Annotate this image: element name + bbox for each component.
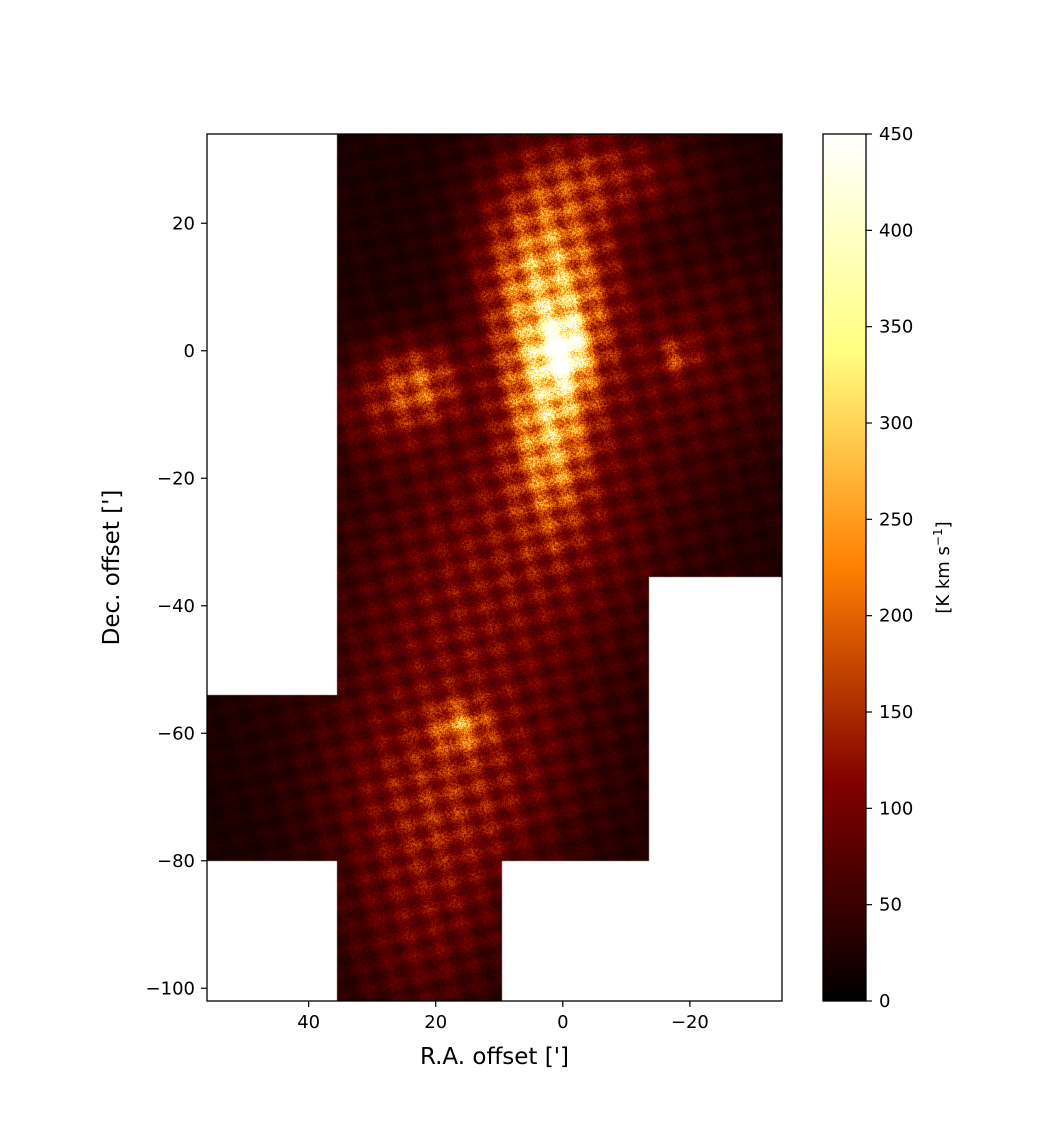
y-axis-ticks: 20 0 −20 −40 −60 −80 −100 — [146, 213, 207, 999]
colorbar: 0 50 100 150 200 250 300 350 400 450 [K km s−1] — [822, 124, 954, 1012]
colorbar-tick-label: 200 — [879, 606, 913, 627]
colorbar-label-sup: −1 — [931, 528, 945, 546]
colorbar-tick-label: 250 — [879, 509, 913, 530]
colorbar-tick-label: 150 — [879, 702, 913, 723]
y-axis-label: Dec. offset ['] — [99, 490, 125, 646]
colorbar-tick-label: 400 — [879, 220, 913, 241]
y-tick-label: −100 — [146, 978, 195, 999]
x-axis-ticks: 40 20 0 −20 — [297, 1001, 709, 1033]
colorbar-label-main: [K km s — [933, 546, 954, 614]
colorbar-tick-label: 50 — [879, 895, 902, 916]
x-tick-label: 40 — [297, 1012, 320, 1033]
intensity-map — [207, 134, 782, 1001]
colorbar-gradient — [822, 133, 867, 1002]
colorbar-tick-label: 450 — [879, 124, 913, 145]
map-panel — [206, 133, 783, 1002]
x-tick-label: 0 — [557, 1012, 568, 1033]
plot-frame — [206, 133, 783, 1002]
colorbar-tick-label: 0 — [879, 991, 890, 1012]
colorbar-label-end: ] — [933, 521, 954, 528]
colorbar-ticks: 0 50 100 150 200 250 300 350 400 450 — [866, 124, 913, 1012]
y-tick-label: −60 — [157, 723, 195, 744]
colorbar-label: [K km s−1] — [931, 521, 954, 613]
y-tick-label: 0 — [184, 341, 195, 362]
y-tick-label: −40 — [157, 596, 195, 617]
colorbar-tick-label: 350 — [879, 317, 913, 338]
colorbar-tick-label: 100 — [879, 798, 913, 819]
x-tick-label: −20 — [671, 1012, 709, 1033]
y-tick-label: −80 — [157, 851, 195, 872]
x-tick-label: 20 — [424, 1012, 447, 1033]
y-tick-label: 20 — [172, 213, 195, 234]
colorbar-tick-label: 300 — [879, 413, 913, 434]
y-tick-label: −20 — [157, 468, 195, 489]
x-axis-label: R.A. offset ['] — [420, 1044, 569, 1070]
